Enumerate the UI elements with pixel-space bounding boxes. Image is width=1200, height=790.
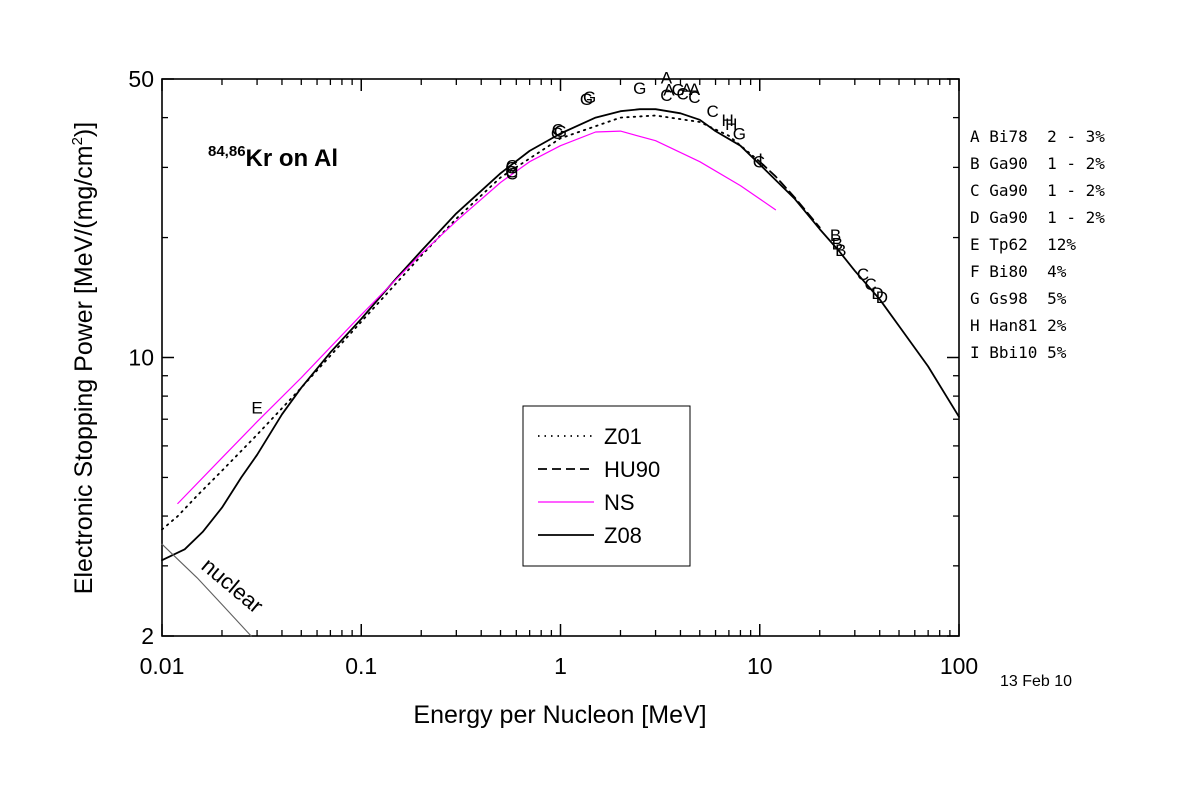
reference-e: E Tp62 12% <box>970 235 1076 254</box>
data-point-a: A <box>681 80 693 99</box>
y-tick-labels: 2 10 50 <box>128 66 154 649</box>
reference-list: A Bi78 2 - 3% B Ga90 1 - 2% C Ga90 1 - 2… <box>970 127 1105 362</box>
x-axis-label: Energy per Nucleon [MeV] <box>413 701 706 729</box>
data-point-g: G <box>583 88 596 107</box>
data-point-a: A <box>689 80 701 99</box>
y-tick-label: 2 <box>141 623 154 649</box>
data-point-e: E <box>251 398 262 417</box>
data-point-c: C <box>506 157 518 176</box>
reference-h: H Han81 2% <box>970 316 1067 335</box>
data-point-c: C <box>688 88 700 107</box>
data-point-c: C <box>864 275 876 294</box>
legend-label-ns: NS <box>604 490 635 515</box>
data-point-h: H <box>725 115 737 134</box>
data-point-a: A <box>661 68 673 87</box>
data-point-g: G <box>580 90 593 109</box>
series-nuclear <box>161 543 252 637</box>
data-point-g: G <box>633 79 646 98</box>
y-axis-label-superscript: 2 <box>69 137 86 145</box>
legend-label-z01: Z01 <box>604 424 642 449</box>
reference-d: D Ga90 1 - 2% <box>970 208 1105 227</box>
y-axis-label-close: )] <box>70 122 98 137</box>
data-point-c: C <box>551 124 563 143</box>
major-ticks <box>161 78 960 637</box>
y-tick-label: 50 <box>128 66 154 92</box>
data-point-a: A <box>663 81 675 100</box>
x-tick-label: 0.1 <box>345 653 377 679</box>
series-layer <box>161 108 960 637</box>
x-tick-label: 1 <box>554 653 567 679</box>
series-hu90 <box>758 160 821 229</box>
data-point-c: C <box>857 265 869 284</box>
x-tick-label: 100 <box>940 653 978 679</box>
data-point-c: C <box>660 86 672 105</box>
reference-i: I Bbi10 5% <box>970 343 1067 362</box>
minor-ticks <box>162 79 959 636</box>
data-point-h: H <box>722 111 734 130</box>
y-axis-label: Electronic Stopping Power [MeV/(mg/cm2)] <box>69 122 98 594</box>
reference-g: G Gs98 5% <box>970 289 1067 308</box>
x-tick-label: 10 <box>747 653 773 679</box>
reference-c: C Ga90 1 - 2% <box>970 181 1105 200</box>
reference-f: F Bi80 4% <box>970 262 1067 281</box>
data-point-c: C <box>753 153 765 172</box>
data-point-g: G <box>554 122 567 141</box>
data-point-g: G <box>505 158 518 177</box>
data-point-c: C <box>706 102 718 121</box>
data-point-b: B <box>835 241 846 260</box>
reference-a: A Bi78 2 - 3% <box>970 127 1105 146</box>
chart-title-superscript: 84,86 <box>208 143 246 160</box>
y-tick-label: 10 <box>128 345 154 371</box>
data-point-g: G <box>733 124 746 143</box>
nuclear-label: nuclear <box>197 553 268 619</box>
data-point-c: C <box>552 121 564 140</box>
data-point-d: D <box>876 288 888 307</box>
date-note: 13 Feb 10 <box>1000 673 1072 690</box>
data-point-i: I <box>758 150 763 169</box>
reference-b: B Ga90 1 - 2% <box>970 154 1105 173</box>
chart-title-main: Kr on Al <box>246 145 338 172</box>
legend: Z01 HU90 NS Z08 <box>522 405 691 567</box>
chart-title: 84,86Kr on Al <box>208 143 338 172</box>
legend-label-hu90: HU90 <box>604 457 660 482</box>
data-point-c: C <box>506 164 518 183</box>
data-point-d: D <box>871 284 883 303</box>
series-ns <box>177 130 777 505</box>
y-axis-label-main: Electronic Stopping Power [MeV/(mg/cm <box>70 145 98 594</box>
legend-box <box>522 405 691 567</box>
legend-label-z08: Z08 <box>604 523 642 548</box>
x-tick-label: 0.01 <box>140 653 185 679</box>
data-point-b: B <box>832 235 843 254</box>
series-z08 <box>161 108 960 562</box>
x-tick-labels: 0.01 0.1 1 10 100 <box>140 653 979 679</box>
data-point-g: G <box>505 162 518 181</box>
data-point-b: B <box>830 226 841 245</box>
data-point-g: G <box>672 81 685 100</box>
data-point-c: C <box>676 84 688 103</box>
